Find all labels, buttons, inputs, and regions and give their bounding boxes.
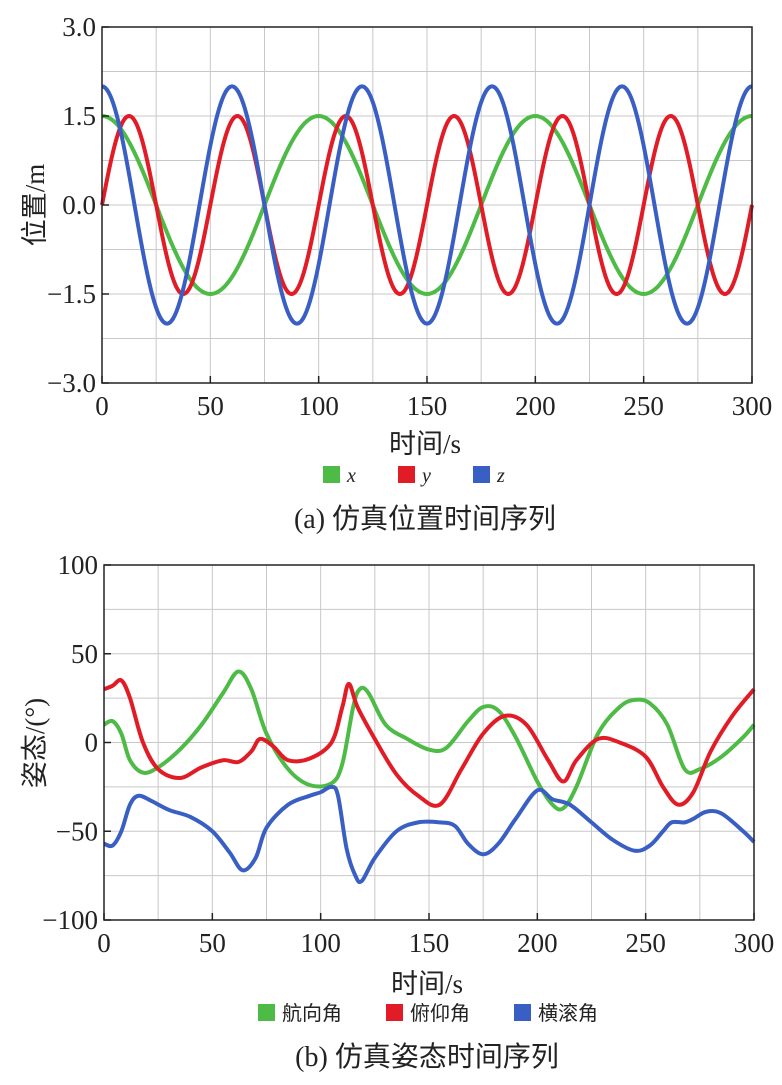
chart-a-caption: (a) 仿真位置时间序列 xyxy=(294,503,556,535)
y-tick-label: −50 xyxy=(56,816,98,846)
y-tick-label: 3.0 xyxy=(62,12,96,42)
chart-a-position: 0 50 100 150 200 250 300 −3.0 −1.5 0.0 1.5 3.0 时间/… xyxy=(20,12,772,535)
y-tick-label: −100 xyxy=(42,905,98,935)
x-tick-label: 150 xyxy=(407,391,448,421)
x-tick-label: 300 xyxy=(732,391,773,421)
legend-label: y xyxy=(420,465,431,487)
series-line-横滚角 xyxy=(103,784,756,885)
x-tick-label: 100 xyxy=(298,391,339,421)
y-tick-label: 100 xyxy=(58,550,99,580)
y-tick-label: 0.0 xyxy=(62,190,96,220)
chart-a-x-tick-labels: 0 50 100 150 200 250 300 xyxy=(95,391,772,421)
series-line-航向角 xyxy=(103,669,756,812)
chart-b-caption: (b) 仿真姿态时间序列 xyxy=(295,1041,559,1073)
y-tick-label: −1.5 xyxy=(47,279,96,309)
chart-a-y-tick-labels: −3.0 −1.5 0.0 1.5 3.0 xyxy=(47,12,96,398)
series-line-x xyxy=(101,114,753,296)
chart-b-y-axis-title: 姿态/(°) xyxy=(20,698,50,788)
chart-b-ticks xyxy=(103,564,755,921)
chart-a-x-axis-title: 时间/s xyxy=(389,429,461,459)
chart-a-ticks xyxy=(101,26,753,384)
x-tick-label: 200 xyxy=(515,391,556,421)
x-tick-label: 150 xyxy=(409,928,450,958)
chart-a-legend: x y z xyxy=(323,465,505,487)
chart-b-x-axis-title: 时间/s xyxy=(391,969,463,999)
y-tick-label: 0 xyxy=(85,728,99,758)
legend-swatch xyxy=(514,1004,531,1021)
series-line-z xyxy=(101,84,753,326)
chart-a-series-lines xyxy=(100,84,754,326)
x-tick-label: 250 xyxy=(625,928,666,958)
legend-label: 横滚角 xyxy=(538,1002,598,1025)
legend-label: z xyxy=(496,465,505,487)
y-tick-label: 1.5 xyxy=(62,101,96,131)
series-line-y xyxy=(100,114,754,296)
x-tick-label: 0 xyxy=(95,391,109,421)
chart-b-legend: 航向角 俯仰角 横滚角 xyxy=(258,1002,598,1025)
chart-b-grid xyxy=(103,564,755,921)
legend-label: x xyxy=(346,465,356,487)
x-tick-label: 250 xyxy=(623,391,664,421)
legend-label: 俯仰角 xyxy=(410,1002,470,1025)
legend-swatch xyxy=(258,1004,275,1021)
legend-swatch xyxy=(386,1004,403,1021)
x-tick-label: 300 xyxy=(734,928,775,958)
legend-swatch xyxy=(473,466,490,483)
chart-b-x-tick-labels: 0 50 100 150 200 250 300 xyxy=(97,928,774,958)
y-tick-label: 50 xyxy=(71,639,98,669)
x-tick-label: 200 xyxy=(517,928,558,958)
chart-b-series-lines xyxy=(103,669,756,885)
x-tick-label: 100 xyxy=(300,928,341,958)
chart-b-attitude: 0 50 100 150 200 250 300 −100 −50 0 50 100 时间/s 姿态… xyxy=(20,550,774,1073)
x-tick-label: 50 xyxy=(199,928,226,958)
chart-b-y-tick-labels: −100 −50 0 50 100 xyxy=(42,550,98,935)
series-line-俯仰角 xyxy=(103,677,756,808)
legend-swatch xyxy=(323,466,340,483)
legend-label: 航向角 xyxy=(282,1002,342,1025)
x-tick-label: 0 xyxy=(97,928,111,958)
legend-swatch xyxy=(398,466,415,483)
chart-a-y-axis-title: 位置/m xyxy=(20,164,50,247)
x-tick-label: 50 xyxy=(197,391,224,421)
y-tick-label: −3.0 xyxy=(47,368,96,398)
